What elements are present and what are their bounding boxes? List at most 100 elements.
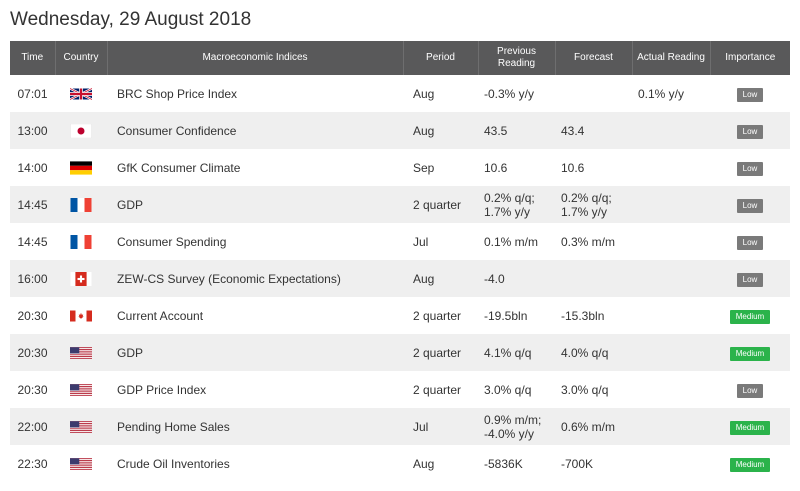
actual-cell	[632, 297, 710, 334]
table-row: 14:00 GfK Consumer Climate Sep 10.6 10.6 Low	[10, 149, 790, 186]
importance-badge: Medium	[729, 457, 771, 472]
importance-badge: Low	[736, 235, 764, 250]
time-cell: 07:01	[10, 75, 55, 112]
table-row: 20:30 Current Account 2 quarter -19.5bln -15…	[10, 297, 790, 334]
actual-cell: 0.1% y/y	[632, 75, 710, 112]
forecast-cell: 4.0% q/q	[555, 334, 632, 371]
table-row: 16:00 ZEW-CS Survey (Economic Expectation…	[10, 260, 790, 297]
table-row: 22:30 Crude Oil Inventories Aug -5836K -700K…	[10, 445, 790, 482]
country-cell	[55, 408, 107, 445]
indicator-name: Consumer Confidence	[107, 112, 403, 149]
column-header-time: Time	[10, 41, 56, 75]
japan-flag-icon	[70, 123, 92, 138]
actual-cell	[632, 445, 710, 482]
actual-cell	[632, 112, 710, 149]
period-cell: Aug	[403, 112, 478, 149]
economic-calendar-table: Time Country Macroeconomic Indices Perio…	[10, 41, 790, 482]
actual-cell	[632, 334, 710, 371]
forecast-cell: 0.2% q/q; 1.7% y/y	[555, 186, 632, 223]
importance-badge: Low	[736, 87, 764, 102]
importance-cell: Medium	[710, 445, 790, 482]
time-cell: 14:00	[10, 149, 55, 186]
time-cell: 22:00	[10, 408, 55, 445]
table-row: 07:01 BRC Shop Price Index Aug -0.3% y/y 0.1…	[10, 75, 790, 112]
country-cell	[55, 297, 107, 334]
column-header-previous: Previous Reading	[478, 41, 556, 75]
indicator-name: Consumer Spending	[107, 223, 403, 260]
forecast-cell: 43.4	[555, 112, 632, 149]
previous-cell: 0.9% m/m; -4.0% y/y	[478, 408, 555, 445]
time-cell: 13:00	[10, 112, 55, 149]
previous-cell: 0.2% q/q; 1.7% y/y	[478, 186, 555, 223]
table-row: 14:45 GDP 2 quarter 0.2% q/q; 1.7% y/y 0.2% …	[10, 186, 790, 223]
actual-cell	[632, 223, 710, 260]
country-cell	[55, 445, 107, 482]
column-header-indices: Macroeconomic Indices	[107, 41, 404, 75]
indicator-name: ZEW-CS Survey (Economic Expectations)	[107, 260, 403, 297]
previous-cell: 43.5	[478, 112, 555, 149]
importance-badge: Medium	[729, 346, 771, 361]
period-cell: Jul	[403, 408, 478, 445]
forecast-cell: -700K	[555, 445, 632, 482]
indicator-name: GDP Price Index	[107, 371, 403, 408]
indicator-name: GDP	[107, 334, 403, 371]
importance-badge: Low	[736, 272, 764, 287]
time-cell: 20:30	[10, 297, 55, 334]
forecast-cell: 3.0% q/q	[555, 371, 632, 408]
indicator-name: BRC Shop Price Index	[107, 75, 403, 112]
importance-cell: Medium	[710, 408, 790, 445]
country-cell	[55, 223, 107, 260]
previous-cell: -5836K	[478, 445, 555, 482]
importance-cell: Low	[710, 186, 790, 223]
forecast-cell	[555, 260, 632, 297]
forecast-cell: 0.3% m/m	[555, 223, 632, 260]
importance-cell: Medium	[710, 334, 790, 371]
forecast-cell: -15.3bln	[555, 297, 632, 334]
table-row: 20:30 GDP Price Index 2 quarter 3.0% q/q 3.0…	[10, 371, 790, 408]
switzerland-flag-icon	[70, 271, 92, 286]
column-header-country: Country	[55, 41, 108, 75]
time-cell: 22:30	[10, 445, 55, 482]
column-header-importance: Importance	[710, 41, 790, 75]
previous-cell: -0.3% y/y	[478, 75, 555, 112]
country-cell	[55, 186, 107, 223]
period-cell: 2 quarter	[403, 186, 478, 223]
period-cell: Jul	[403, 223, 478, 260]
indicator-name: Current Account	[107, 297, 403, 334]
previous-cell: 10.6	[478, 149, 555, 186]
country-cell	[55, 75, 107, 112]
column-header-forecast: Forecast	[555, 41, 633, 75]
importance-badge: Low	[736, 124, 764, 139]
actual-cell	[632, 371, 710, 408]
actual-cell	[632, 260, 710, 297]
table-row: 14:45 Consumer Spending Jul 0.1% m/m 0.3% m/…	[10, 223, 790, 260]
time-cell: 16:00	[10, 260, 55, 297]
table-row: 13:00 Consumer Confidence Aug 43.5 43.4 Low	[10, 112, 790, 149]
table-body: 07:01 BRC Shop Price Index Aug -0.3% y/y 0.1…	[10, 75, 790, 482]
previous-cell: 4.1% q/q	[478, 334, 555, 371]
uk-flag-icon	[70, 86, 92, 101]
forecast-cell: 10.6	[555, 149, 632, 186]
indicator-name: Pending Home Sales	[107, 408, 403, 445]
france-flag-icon	[70, 234, 92, 249]
indicator-name: GDP	[107, 186, 403, 223]
previous-cell: 3.0% q/q	[478, 371, 555, 408]
country-cell	[55, 112, 107, 149]
table-header: Time Country Macroeconomic Indices Perio…	[10, 41, 790, 75]
usa-flag-icon	[70, 419, 92, 433]
actual-cell	[632, 186, 710, 223]
period-cell: 2 quarter	[403, 334, 478, 371]
usa-flag-icon	[70, 345, 92, 359]
importance-badge: Low	[736, 383, 764, 398]
country-cell	[55, 260, 107, 297]
page-title: Wednesday, 29 August 2018	[10, 9, 252, 30]
importance-badge: Low	[736, 161, 764, 176]
table-row: 20:30 GDP 2 quarter 4.1% q/q 4.0% q/q Medium	[10, 334, 790, 371]
time-cell: 14:45	[10, 223, 55, 260]
previous-cell: 0.1% m/m	[478, 223, 555, 260]
period-cell: Aug	[403, 75, 478, 112]
period-cell: 2 quarter	[403, 371, 478, 408]
importance-cell: Low	[710, 149, 790, 186]
column-header-period: Period	[403, 41, 479, 75]
forecast-cell: 0.6% m/m	[555, 408, 632, 445]
